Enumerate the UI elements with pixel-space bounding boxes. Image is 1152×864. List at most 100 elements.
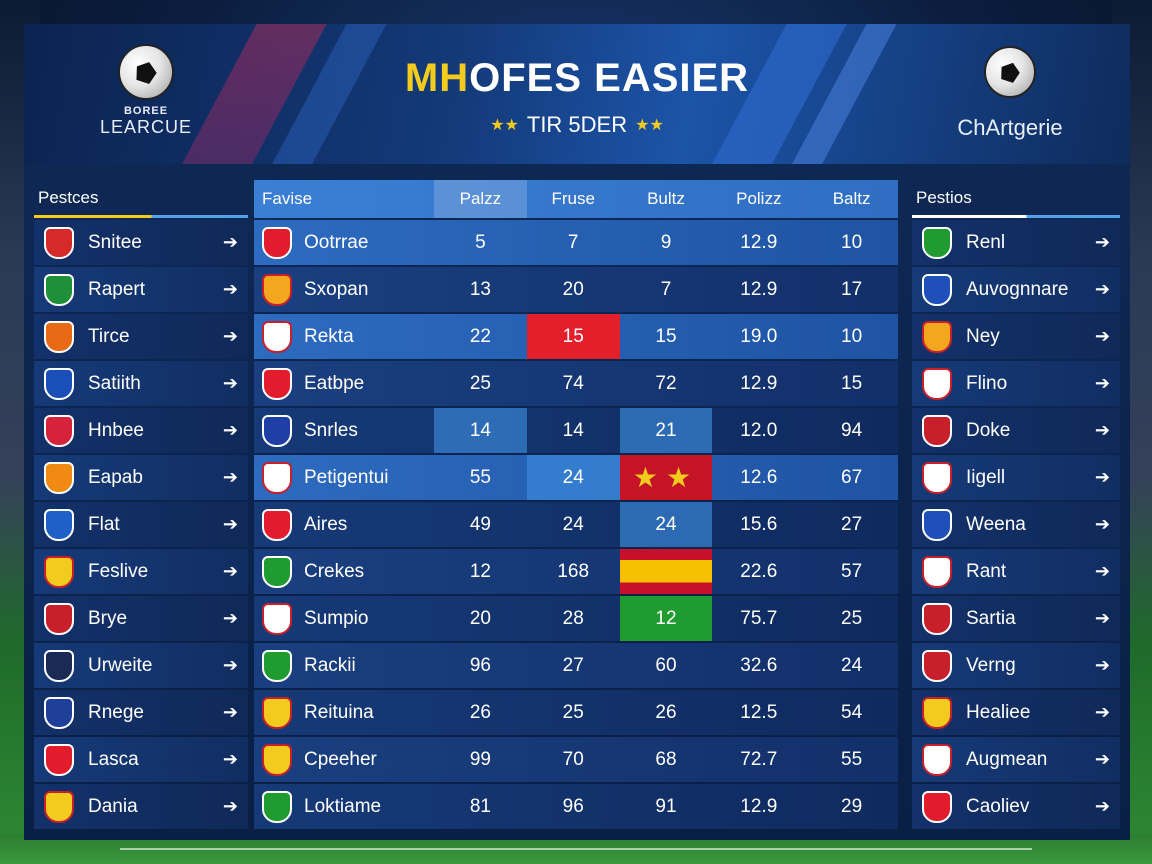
team-list-item[interactable]: Eapab ➔ bbox=[34, 455, 248, 500]
table-row[interactable]: Crekes 12 168 22.6 57 bbox=[254, 549, 898, 594]
stat-cell: 74 bbox=[562, 373, 584, 394]
table-row[interactable]: Sumpio 20 28 12 75.7 25 bbox=[254, 596, 898, 641]
team-list-item[interactable]: Dania ➔ bbox=[34, 784, 248, 829]
table-row[interactable]: Reituina 26 25 26 12.5 54 bbox=[254, 690, 898, 735]
team-crest-icon bbox=[44, 508, 74, 541]
team-name: Healiee bbox=[966, 701, 1031, 723]
team-list-item[interactable]: Hnbee ➔ bbox=[34, 408, 248, 453]
team-crest-icon bbox=[922, 743, 952, 776]
stat-cell: 24 bbox=[526, 455, 620, 500]
team-list-item[interactable]: Verng ➔ bbox=[912, 643, 1120, 688]
arrow-right-icon[interactable]: ➔ bbox=[222, 232, 238, 252]
team-list-item[interactable]: Brye ➔ bbox=[34, 596, 248, 641]
table-row[interactable]: Petigentui 55 24 ★★ 12.6 67 bbox=[254, 455, 898, 500]
team-list-item[interactable]: Tirce ➔ bbox=[34, 314, 248, 359]
arrow-right-icon[interactable]: ➔ bbox=[1094, 608, 1110, 628]
team-list-item[interactable]: Urweite ➔ bbox=[34, 643, 248, 688]
arrow-right-icon[interactable]: ➔ bbox=[1094, 514, 1110, 534]
team-name: Verng bbox=[966, 654, 1016, 676]
team-list-item[interactable]: Rant ➔ bbox=[912, 549, 1120, 594]
arrow-right-icon[interactable]: ➔ bbox=[1094, 232, 1110, 252]
team-crest-icon bbox=[262, 743, 292, 776]
table-row[interactable]: Ootrrae 5 7 9 12.9 10 bbox=[254, 220, 898, 265]
column-header[interactable]: Favise bbox=[262, 189, 313, 208]
stat-cell: 19.0 bbox=[740, 326, 778, 347]
arrow-right-icon[interactable]: ➔ bbox=[222, 514, 238, 534]
table-row[interactable]: Cpeeher 99 70 68 72.7 55 bbox=[254, 737, 898, 782]
column-header[interactable]: Palzz bbox=[434, 180, 527, 218]
team-list-item[interactable]: Satiith ➔ bbox=[34, 361, 248, 406]
arrow-right-icon[interactable]: ➔ bbox=[222, 796, 238, 816]
team-crest-icon bbox=[262, 790, 292, 823]
arrow-right-icon[interactable]: ➔ bbox=[1094, 655, 1110, 675]
stat-cell: 12 bbox=[619, 596, 713, 641]
team-list-item[interactable]: Weena ➔ bbox=[912, 502, 1120, 547]
team-crest-icon bbox=[44, 461, 74, 494]
team-list-item[interactable]: Doke ➔ bbox=[912, 408, 1120, 453]
table-row[interactable]: Sxopan 13 20 7 12.9 17 bbox=[254, 267, 898, 312]
team-list-item[interactable]: Sartia ➔ bbox=[912, 596, 1120, 641]
arrow-right-icon[interactable]: ➔ bbox=[1094, 279, 1110, 299]
star-icon: ★★ bbox=[635, 117, 664, 134]
team-list-item[interactable]: Snitee ➔ bbox=[34, 220, 248, 265]
table-row[interactable]: Aires 49 24 24 15.6 27 bbox=[254, 502, 898, 547]
team-list-item[interactable]: Flino ➔ bbox=[912, 361, 1120, 406]
arrow-right-icon[interactable]: ➔ bbox=[222, 279, 238, 299]
arrow-right-icon[interactable]: ➔ bbox=[1094, 467, 1110, 487]
team-list-item[interactable]: Lasca ➔ bbox=[34, 737, 248, 782]
team-name: Dania bbox=[88, 795, 138, 817]
team-list-item[interactable]: Iigell ➔ bbox=[912, 455, 1120, 500]
team-name: Ootrrae bbox=[304, 232, 369, 253]
team-list-item[interactable]: Feslive ➔ bbox=[34, 549, 248, 594]
team-crest-icon bbox=[262, 414, 292, 447]
arrow-right-icon[interactable]: ➔ bbox=[222, 326, 238, 346]
arrow-right-icon[interactable]: ➔ bbox=[222, 749, 238, 769]
subtitle-text: TIR 5DER bbox=[526, 112, 628, 137]
team-list-item[interactable]: Rnege ➔ bbox=[34, 690, 248, 735]
table-row[interactable]: Loktiame 81 96 91 12.9 29 bbox=[254, 784, 898, 829]
arrow-right-icon[interactable]: ➔ bbox=[1094, 373, 1110, 393]
stat-cell: 25 bbox=[562, 702, 584, 723]
stat-cell: 24 bbox=[562, 514, 584, 535]
arrow-right-icon[interactable]: ➔ bbox=[222, 373, 238, 393]
arrow-right-icon[interactable]: ➔ bbox=[1094, 420, 1110, 440]
team-list-item[interactable]: Auvognnare ➔ bbox=[912, 267, 1120, 312]
team-list-item[interactable]: Flat ➔ bbox=[34, 502, 248, 547]
arrow-right-icon[interactable]: ➔ bbox=[222, 608, 238, 628]
team-name: Sxopan bbox=[304, 279, 369, 300]
team-list-item[interactable]: Caoliev ➔ bbox=[912, 784, 1120, 829]
column-header[interactable]: Fruse bbox=[551, 189, 595, 208]
stat-cell: 20 bbox=[562, 279, 584, 300]
team-name: Renl bbox=[966, 231, 1006, 253]
arrow-right-icon[interactable]: ➔ bbox=[222, 467, 238, 487]
stat-cell: 12.6 bbox=[740, 467, 778, 488]
column-header[interactable]: Baltz bbox=[832, 189, 871, 208]
team-list-item[interactable]: Ney ➔ bbox=[912, 314, 1120, 359]
stat-cell: 27 bbox=[562, 655, 584, 676]
team-list-item[interactable]: Augmean ➔ bbox=[912, 737, 1120, 782]
column-header[interactable]: Polizz bbox=[736, 189, 782, 208]
team-list-item[interactable]: Rapert ➔ bbox=[34, 267, 248, 312]
stat-cell: 14 bbox=[562, 420, 584, 441]
arrow-right-icon[interactable]: ➔ bbox=[222, 561, 238, 581]
arrow-right-icon[interactable]: ➔ bbox=[222, 702, 238, 722]
team-list-item[interactable]: Renl ➔ bbox=[912, 220, 1120, 265]
table-row[interactable]: Rackii 96 27 60 32.6 24 bbox=[254, 643, 898, 688]
team-cell: Ootrrae bbox=[254, 220, 434, 265]
arrow-right-icon[interactable]: ➔ bbox=[1094, 326, 1110, 346]
team-crest-icon bbox=[262, 320, 292, 353]
team-list-item[interactable]: Healiee ➔ bbox=[912, 690, 1120, 735]
table-row[interactable]: Snrles 14 14 21 12.0 94 bbox=[254, 408, 898, 453]
table-row[interactable]: Eatbpe 25 74 72 12.9 15 bbox=[254, 361, 898, 406]
arrow-right-icon[interactable]: ➔ bbox=[222, 655, 238, 675]
column-header[interactable]: Bultz bbox=[647, 189, 685, 208]
arrow-right-icon[interactable]: ➔ bbox=[1094, 702, 1110, 722]
stat-cell: 72.7 bbox=[740, 749, 778, 770]
team-name: Caoliev bbox=[966, 795, 1030, 817]
arrow-right-icon[interactable]: ➔ bbox=[1094, 749, 1110, 769]
arrow-right-icon[interactable]: ➔ bbox=[1094, 561, 1110, 581]
table-row[interactable]: Rekta 22 15 15 19.0 10 bbox=[254, 314, 898, 359]
arrow-right-icon[interactable]: ➔ bbox=[222, 420, 238, 440]
arrow-right-icon[interactable]: ➔ bbox=[1094, 796, 1110, 816]
stat-cell: 20 bbox=[469, 608, 491, 629]
